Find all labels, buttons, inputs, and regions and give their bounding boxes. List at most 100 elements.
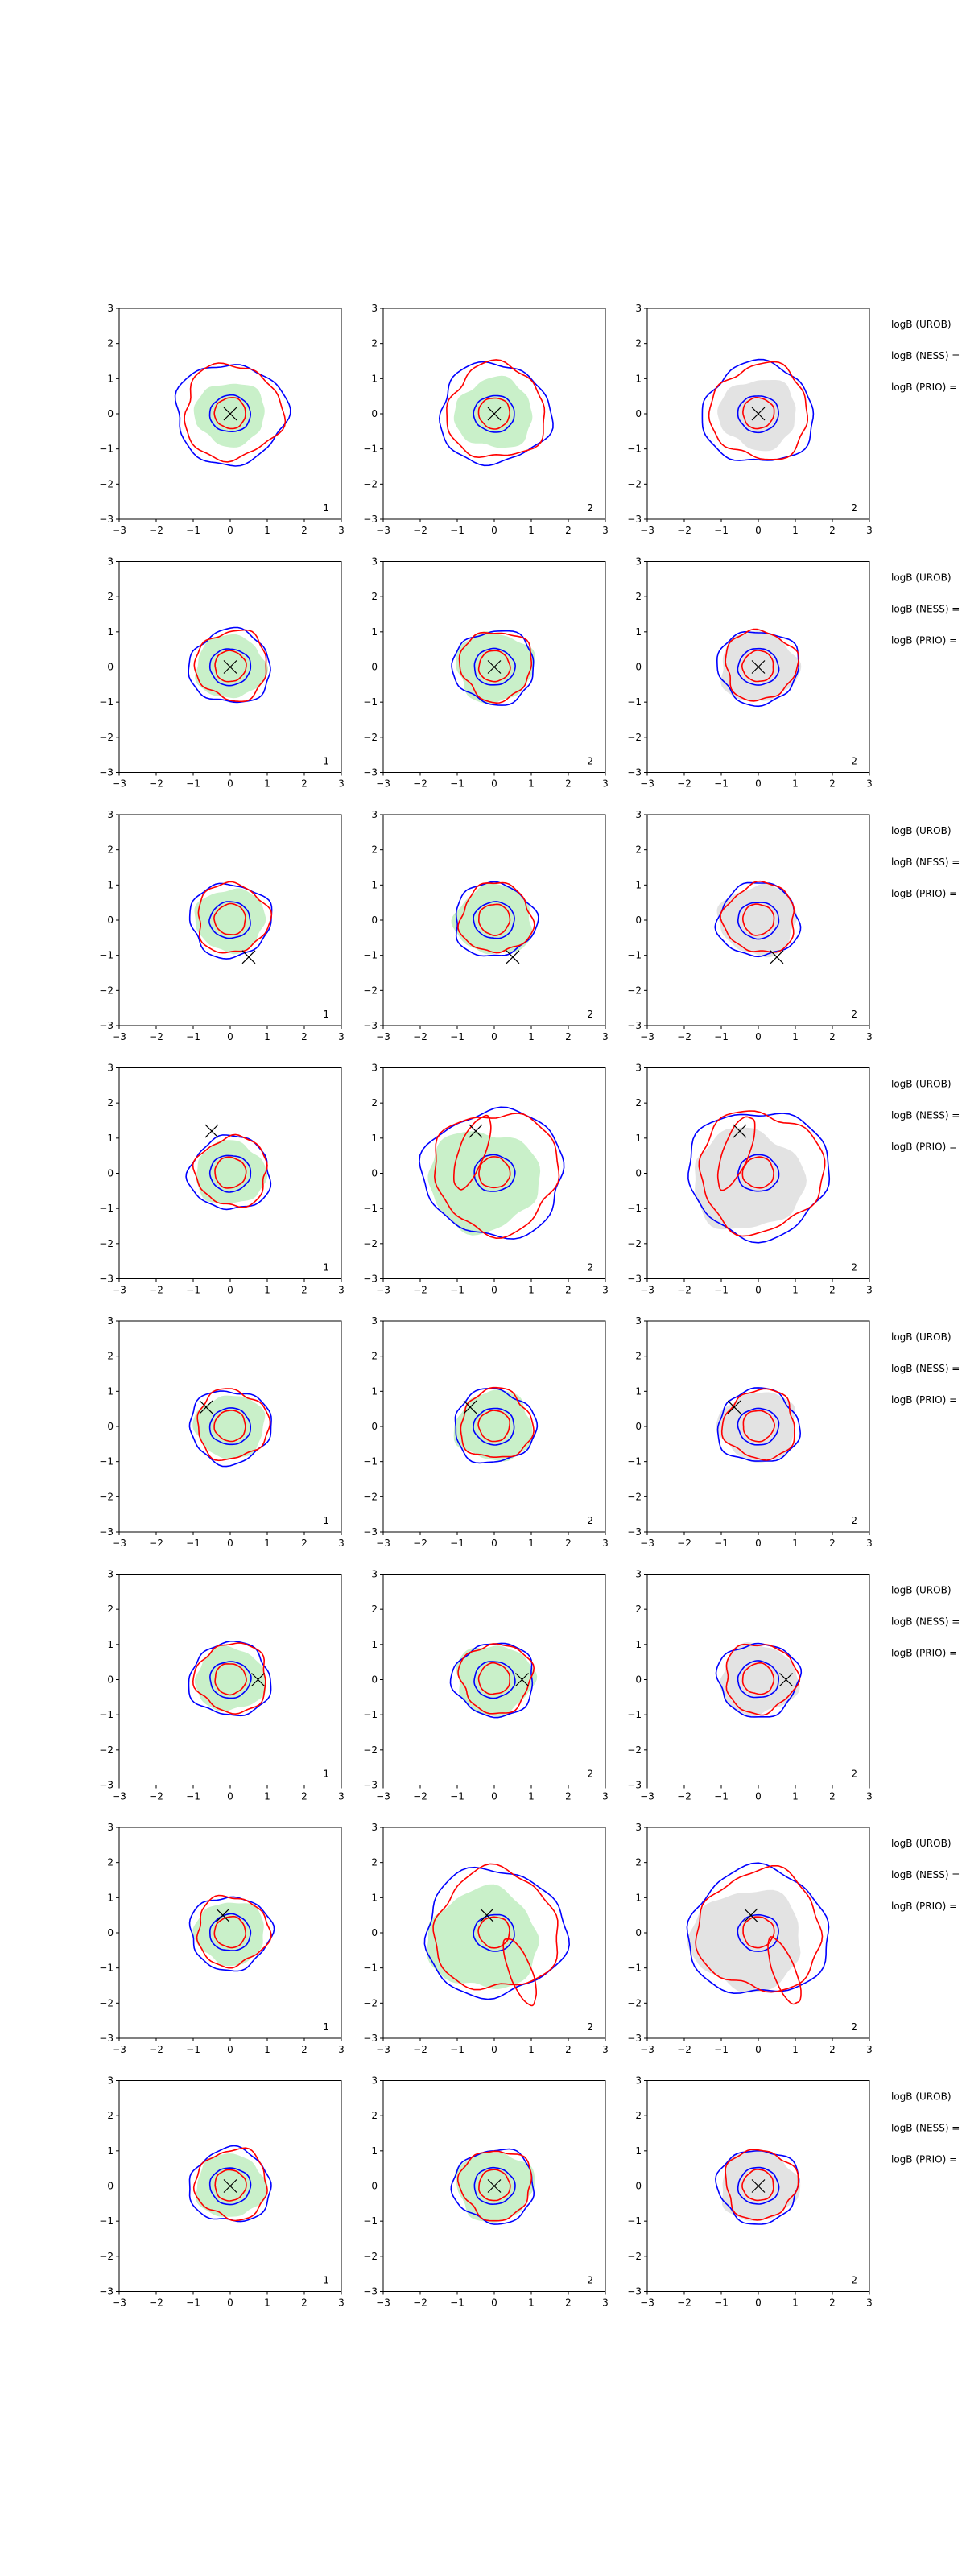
inner-contour-red (213, 1915, 247, 1949)
inner-contour-blue (208, 901, 251, 939)
outer-contour-blue (716, 1387, 802, 1462)
outer-contour-blue (188, 1390, 272, 1468)
true-value-marker (242, 950, 256, 964)
y-tick-label: 2 (371, 591, 378, 602)
x-tick-label: 1 (264, 778, 270, 790)
panel-corner-label: 2 (851, 502, 857, 514)
y-tick-label: −3 (363, 767, 378, 778)
inner-contour-blue (473, 2166, 516, 2206)
x-tick-label: 0 (491, 2297, 497, 2309)
true-value-marker (487, 660, 502, 674)
outer-contour-red (457, 1643, 535, 1715)
y-tick-label: 1 (635, 1133, 642, 1144)
y-tick-label: 0 (371, 662, 378, 673)
inner-contour-blue (473, 1913, 515, 1952)
x-tick-label: −2 (677, 1791, 691, 1802)
outer-contour-blue (188, 1896, 275, 1972)
inner-contour-red (741, 1156, 774, 1189)
y-tick-label: 3 (371, 2075, 378, 2087)
y-tick-label: 3 (371, 303, 378, 314)
y-tick-label: 1 (371, 1385, 378, 1397)
x-tick-label: 1 (528, 1791, 535, 1802)
x-tick-label: 2 (829, 1285, 836, 1296)
x-tick-label: −2 (677, 778, 691, 790)
x-tick-label: 2 (829, 778, 836, 790)
y-tick-label: −3 (627, 2033, 642, 2044)
outer-contour-blue (438, 361, 554, 467)
y-tick-label: 3 (635, 303, 642, 314)
true-value-marker (199, 1400, 213, 1414)
panel-corner-label: 1 (323, 502, 329, 514)
y-tick-label: 2 (635, 338, 642, 349)
inner-contour-blue (737, 1154, 780, 1192)
y-tick-label: 0 (107, 1421, 114, 1432)
x-tick-label: 2 (565, 2297, 572, 2309)
x-tick-label: 3 (866, 525, 873, 536)
y-tick-label: 1 (371, 1639, 378, 1650)
y-tick-label: 2 (107, 591, 114, 602)
true-value-marker (515, 1673, 529, 1686)
outer-contour-red (720, 1388, 795, 1461)
inner-contour-red (741, 1662, 775, 1695)
density-fill (196, 1140, 268, 1203)
logB-annotation-2: logB (NESS) = (891, 857, 960, 868)
x-tick-label: −3 (640, 2044, 654, 2055)
y-tick-label: 0 (107, 914, 114, 926)
x-tick-label: 3 (602, 1285, 609, 1296)
inner-contour-red (477, 1916, 510, 1949)
y-tick-label: −1 (363, 696, 378, 708)
logB-annotation-2: logB (NESS) = (891, 2123, 960, 2134)
inner-contour-blue (473, 1407, 515, 1446)
x-tick-label: 3 (602, 1031, 609, 1042)
y-tick-label: 2 (107, 2110, 114, 2121)
y-tick-label: −1 (363, 1963, 378, 1974)
y-tick-label: −2 (363, 1238, 378, 1249)
x-tick-label: −2 (677, 1285, 691, 1296)
density-fill (456, 1645, 538, 1717)
outer-contour-red (433, 1113, 560, 1240)
density-fill (192, 1902, 264, 1967)
density-fill (716, 1392, 796, 1463)
y-tick-label: −1 (363, 1709, 378, 1720)
y-tick-label: −1 (627, 1456, 642, 1468)
y-tick-label: −3 (627, 1020, 642, 1031)
y-tick-label: −3 (627, 767, 642, 778)
y-tick-label: 0 (371, 1927, 378, 1938)
y-tick-label: 3 (107, 1569, 114, 1580)
y-tick-label: 2 (635, 1604, 642, 1615)
x-tick-label: 2 (829, 1031, 836, 1042)
x-tick-label: −1 (186, 778, 200, 790)
y-tick-label: −3 (363, 1020, 378, 1031)
y-tick-label: 1 (635, 2145, 642, 2157)
x-tick-label: 3 (338, 1031, 345, 1042)
x-tick-label: −1 (186, 1791, 200, 1802)
x-tick-label: 2 (565, 778, 572, 790)
density-fill (427, 1131, 541, 1236)
y-tick-label: −1 (627, 1709, 642, 1720)
x-tick-label: 3 (866, 2044, 873, 2055)
lobe-contour-red (453, 1114, 492, 1191)
x-tick-label: −1 (714, 2297, 729, 2309)
y-tick-label: 3 (635, 556, 642, 568)
y-tick-label: −1 (627, 444, 642, 455)
x-tick-label: 1 (264, 2297, 270, 2309)
y-tick-label: 1 (107, 1639, 114, 1650)
panel-corner-label: 2 (587, 502, 593, 514)
x-tick-label: 1 (264, 2044, 270, 2055)
x-tick-label: 0 (491, 525, 497, 536)
x-tick-label: −3 (640, 1791, 654, 1802)
logB-annotation-1: logB (UROB) (891, 1331, 952, 1343)
y-tick-label: −3 (363, 2286, 378, 2297)
inner-contour-blue (737, 395, 780, 434)
outer-contour-red (720, 880, 795, 953)
density-fill (687, 1889, 801, 1993)
panel-corner-label: 1 (323, 756, 329, 767)
x-tick-label: −3 (112, 2297, 126, 2309)
true-value-marker (469, 1124, 483, 1138)
inner-contour-red (741, 2169, 774, 2202)
density-fill (719, 1642, 800, 1717)
x-tick-label: −1 (186, 1031, 200, 1042)
